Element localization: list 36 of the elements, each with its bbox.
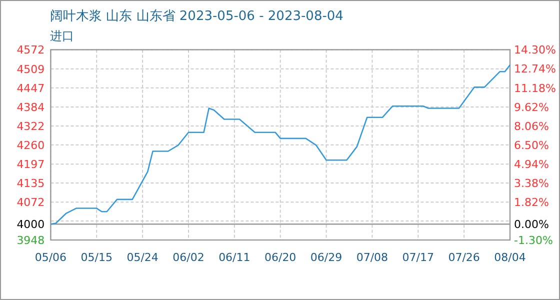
y-tick-label: 4000: [16, 218, 45, 232]
y2-tick-label: -1.30%: [514, 234, 553, 247]
x-tick-label: 06/20: [264, 251, 296, 264]
y2-tick-label: 6.50%: [514, 138, 549, 152]
x-tick-label: 06/11: [218, 251, 250, 264]
y-tick-label: 4260: [16, 138, 45, 152]
x-tick-label: 06/29: [310, 251, 342, 264]
x-tick-label: 07/26: [448, 251, 480, 264]
y-tick-label: 4197: [16, 158, 45, 172]
y2-tick-label: 4.94%: [514, 158, 549, 171]
chart-subtitle: 进口: [50, 29, 74, 43]
x-tick-label: 05/15: [80, 251, 112, 264]
x-tick-label: 06/02: [172, 251, 204, 264]
y2-tick-label: 8.06%: [514, 120, 549, 133]
y-tick-label: 4572: [16, 44, 45, 57]
y2-tick-label: 12.74%: [514, 62, 556, 76]
x-tick-label: 07/08: [356, 251, 388, 264]
y2-tick-label: 0.00%: [514, 218, 549, 232]
y2-tick-label: 14.30%: [514, 44, 556, 57]
y2-tick-label: 11.18%: [514, 82, 556, 95]
y2-tick-label: 3.38%: [514, 176, 549, 190]
chart-title: 阔叶木浆 山东 山东省 2023-05-06 - 2023-08-04: [50, 9, 344, 24]
y-tick-label: 4322: [16, 120, 45, 133]
y-tick-label: 4135: [16, 176, 45, 190]
y-tick-label: 4509: [16, 62, 45, 76]
x-tick-label: 05/06: [34, 251, 67, 264]
x-tick-label: 07/17: [402, 251, 434, 264]
y-tick-label: 3948: [16, 234, 45, 247]
y-tick-label: 4447: [16, 82, 45, 95]
y-tick-label: 4072: [16, 196, 45, 210]
y2-tick-label: 1.82%: [514, 196, 549, 209]
line-series: [50, 64, 511, 225]
y-tick-label: 4384: [16, 101, 45, 114]
x-tick-label: 05/24: [126, 251, 158, 264]
x-tick-label: 08/04: [494, 251, 526, 264]
y2-tick-label: 9.62%: [514, 100, 549, 114]
